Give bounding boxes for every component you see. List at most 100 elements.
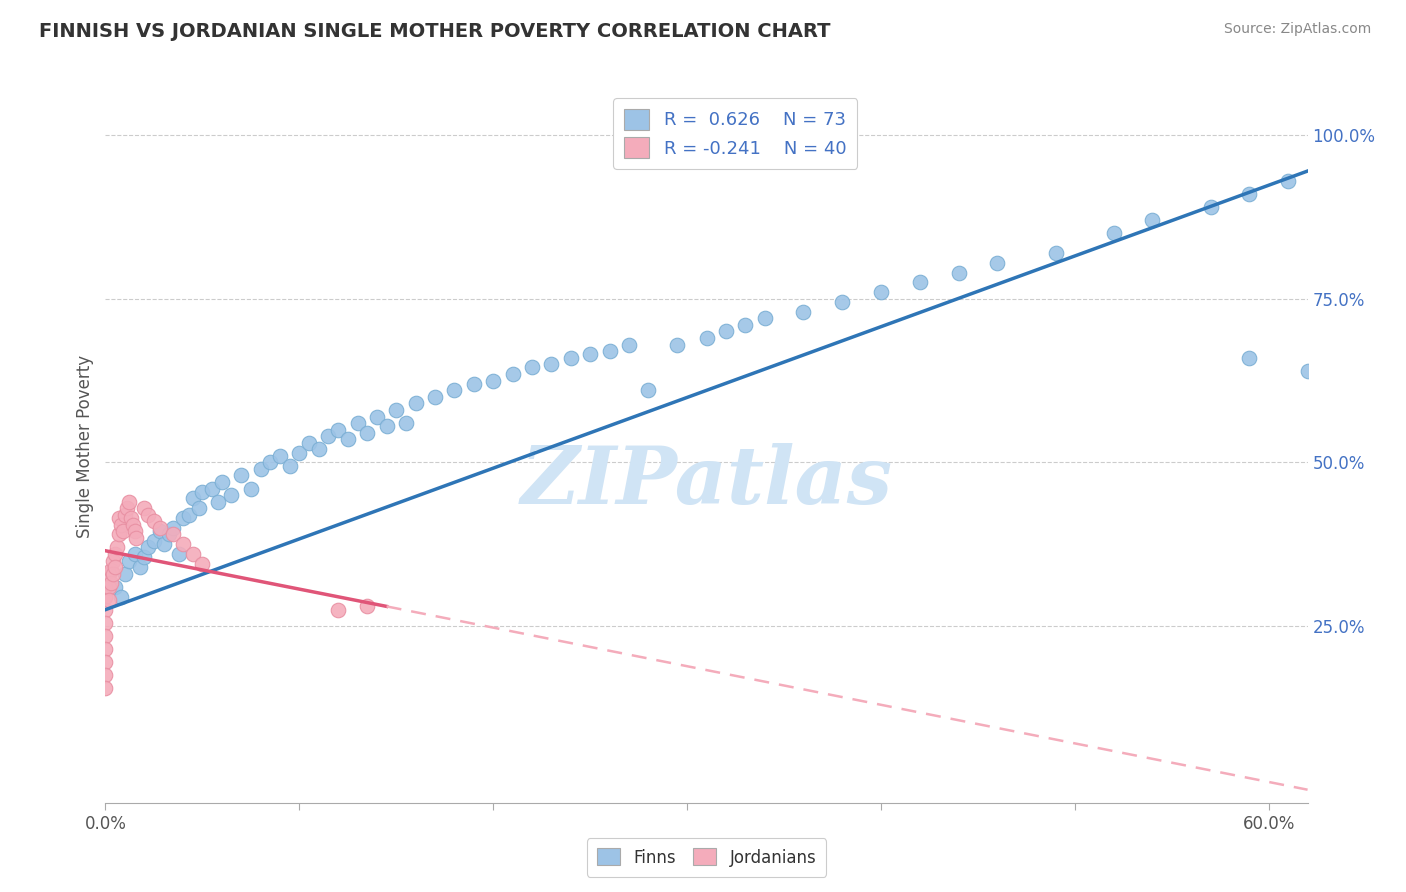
Point [142,514,165,528]
Point [162,527,184,541]
Point [346,416,368,430]
Point [104,580,127,594]
Point [231,468,253,483]
Point [104,560,127,574]
Point [149,524,172,538]
Point [288,445,311,459]
Point [98,566,121,581]
Point [637,384,659,398]
Point [94,602,117,616]
Point [366,409,388,424]
Point [177,508,200,522]
Point [191,484,214,499]
Point [298,435,321,450]
Point [666,337,689,351]
Point [463,376,485,391]
Point [108,511,131,525]
Point [1239,186,1261,201]
Point [110,517,132,532]
Point [162,521,184,535]
Point [385,403,408,417]
Point [172,511,194,525]
Point [1045,245,1067,260]
Point [560,351,582,365]
Point [134,550,156,565]
Point [167,547,190,561]
Point [114,566,136,581]
Point [149,521,172,535]
Point [201,482,224,496]
Point [482,374,505,388]
Point [375,419,398,434]
Point [249,462,271,476]
Point [181,491,204,506]
Point [118,553,141,567]
Point [152,537,174,551]
Point [696,331,718,345]
Point [115,501,138,516]
Point [94,655,117,669]
Point [121,517,143,532]
Point [1239,351,1261,365]
Point [100,563,122,577]
Point [98,592,121,607]
Point [754,311,776,326]
Point [540,357,562,371]
Point [1277,174,1299,188]
Point [948,266,970,280]
Point [269,449,291,463]
Point [94,615,117,630]
Point [94,681,117,696]
Point [211,475,233,489]
Point [105,541,128,555]
Point [191,557,214,571]
Point [792,305,814,319]
Point [308,442,330,457]
Point [870,285,893,300]
Point [1102,226,1125,240]
Point [318,429,340,443]
Point [98,580,121,594]
Point [986,255,1008,269]
Point [108,527,131,541]
Point [405,396,427,410]
Point [142,533,165,548]
Point [181,547,204,561]
Point [136,508,159,522]
Point [103,553,125,567]
Point [129,560,152,574]
Point [1199,200,1222,214]
Point [259,455,281,469]
Point [94,629,117,643]
Point [124,547,146,561]
Point [125,531,148,545]
Point [134,501,156,516]
Point [207,494,229,508]
Point [94,642,117,657]
Point [356,599,378,614]
Point [579,347,602,361]
Point [423,390,446,404]
Point [159,527,181,541]
Point [110,590,132,604]
Point [520,360,543,375]
Text: Source: ZipAtlas.com: Source: ZipAtlas.com [1223,22,1371,37]
Point [617,337,640,351]
Point [124,524,146,538]
Point [239,482,262,496]
Point [172,537,194,551]
Y-axis label: Single Mother Poverty: Single Mother Poverty [76,354,94,538]
Point [114,508,136,522]
Point [395,416,418,430]
Point [326,423,349,437]
Text: ZIPatlas: ZIPatlas [520,443,893,520]
Point [1142,213,1164,227]
Point [443,384,465,398]
Point [187,501,209,516]
Text: FINNISH VS JORDANIAN SINGLE MOTHER POVERTY CORRELATION CHART: FINNISH VS JORDANIAN SINGLE MOTHER POVER… [39,22,831,41]
Point [120,511,142,525]
Point [831,295,853,310]
Point [104,547,127,561]
Point [734,318,756,332]
Point [1296,364,1319,378]
